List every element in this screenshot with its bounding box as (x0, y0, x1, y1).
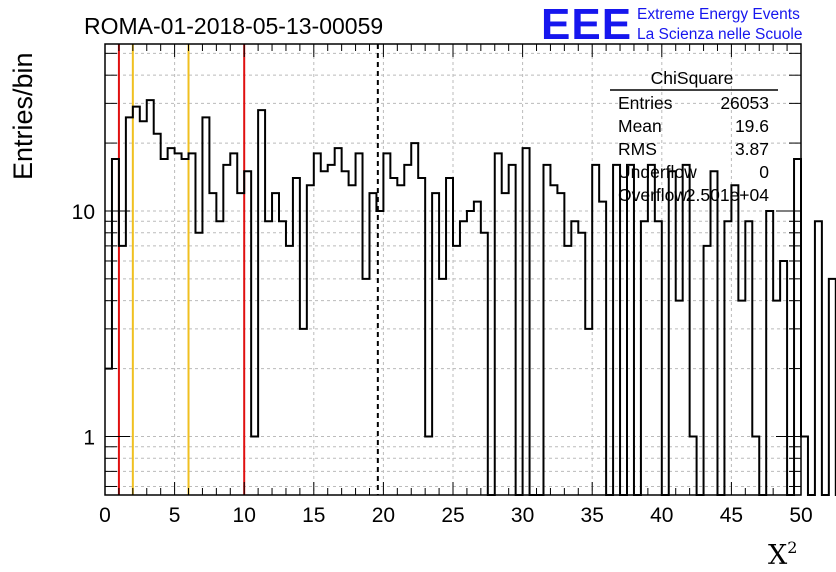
x-tick-label: 25 (441, 504, 464, 527)
stats-label: Entries (618, 93, 673, 113)
stats-label: Overflow (618, 185, 687, 205)
stats-label: RMS (618, 139, 657, 159)
stats-rows: Entries 26053 Mean 19.6 RMS 3.87 Underflow 0 Ove… (618, 93, 769, 205)
stats-value: 26053 (720, 93, 769, 113)
brand-line-2: La Scienza nelle Scuole (637, 26, 802, 43)
x-tick-label: 5 (169, 504, 181, 527)
y-tick-labels: 1 10 (72, 201, 95, 450)
x-tick-label: 15 (302, 504, 325, 527)
reference-lines (117, 44, 379, 495)
x-tick-label: 10 (233, 504, 256, 527)
stats-box-title: ChiSquare (651, 68, 734, 88)
stats-label: Underflow (618, 162, 697, 182)
y-tick-label: 1 (83, 426, 95, 449)
axis-ticks (104, 44, 802, 495)
x-tick-label: 30 (511, 504, 534, 527)
eee-logo: EEE (541, 0, 632, 49)
x-tick-label: 35 (581, 504, 604, 527)
chart-title: ROMA-01-2018-05-13-00059 (84, 13, 383, 39)
x-tick-label: 0 (99, 504, 111, 527)
x-axis-label: X2 (768, 538, 797, 571)
x-tick-labels: 0 5 10 15 20 25 30 35 40 45 50 (99, 504, 813, 527)
x-axis-label-base: X (768, 540, 788, 571)
histogram-outline (105, 99, 836, 496)
stats-value: 3.87 (735, 139, 769, 159)
stats-value: 2.501e+04 (686, 185, 769, 205)
stats-value: 0 (759, 162, 769, 182)
y-tick-label: 10 (72, 201, 95, 224)
stats-box: ChiSquare Entries 26053 Mean 19.6 RMS 3.87 Und… (610, 68, 778, 205)
y-axis-label: Entries/bin (8, 52, 38, 180)
x-tick-label: 40 (650, 504, 673, 527)
stats-label: Mean (618, 116, 662, 136)
x-tick-label: 45 (720, 504, 743, 527)
x-tick-label: 20 (372, 504, 395, 527)
brand-line-1: Extreme Energy Events (637, 6, 800, 23)
x-axis-label-exponent: 2 (787, 538, 797, 557)
x-tick-label: 50 (789, 504, 812, 527)
grid (105, 44, 801, 495)
stats-value: 19.6 (735, 116, 769, 136)
